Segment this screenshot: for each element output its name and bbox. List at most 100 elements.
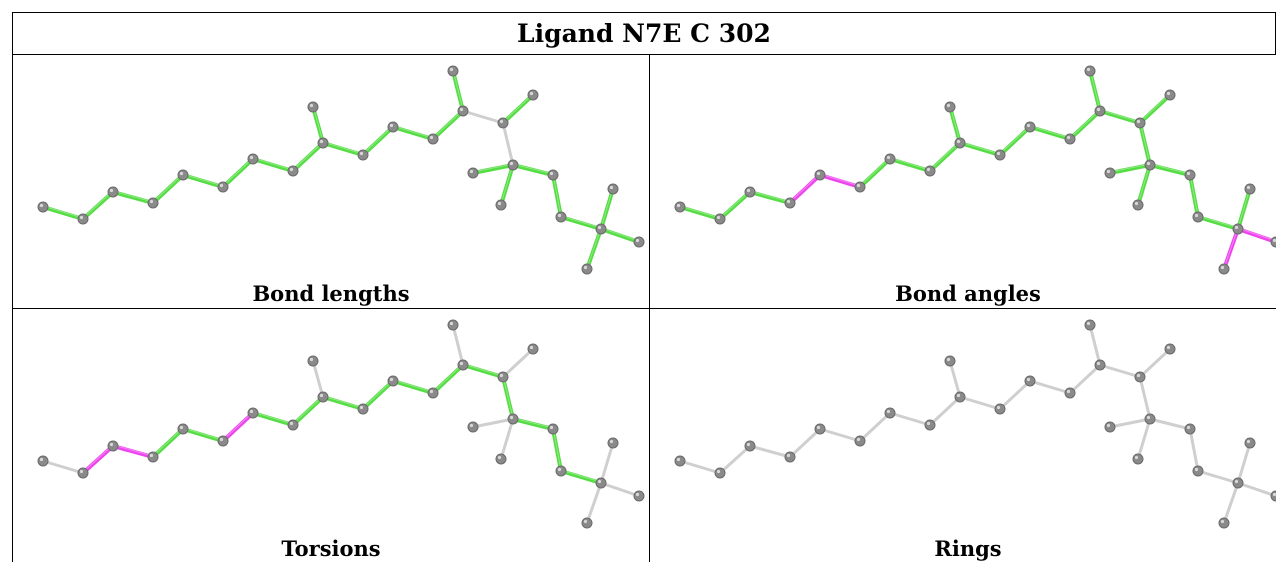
- atom-16: [555, 211, 567, 223]
- atom-22: [1132, 453, 1144, 465]
- bond-1: [718, 444, 752, 475]
- bond-20: [1108, 163, 1152, 175]
- bond-highlight-13: [1139, 121, 1151, 165]
- atom-shine-13: [1136, 119, 1141, 124]
- column-divider: [649, 54, 650, 562]
- bond-highlight-7: [292, 395, 324, 425]
- atom-shine-20: [529, 345, 534, 350]
- atom-10: [1024, 121, 1036, 133]
- bond-14: [511, 417, 555, 431]
- atom-7: [287, 165, 299, 177]
- bond-23: [599, 481, 641, 498]
- caption-bond-angles: Bond angles: [895, 281, 1041, 306]
- atom-6: [247, 407, 259, 419]
- bond-23: [1236, 481, 1276, 498]
- atom-25: [1244, 183, 1256, 195]
- atom-shine-5: [856, 437, 861, 442]
- bond-highlight-19: [502, 93, 534, 123]
- atom-11: [1064, 133, 1076, 145]
- atom-7: [924, 165, 936, 177]
- atom-9: [994, 403, 1006, 415]
- bond-22: [1222, 481, 1240, 525]
- bond-highlight-10: [392, 379, 434, 393]
- title-bottom-border: [12, 54, 1276, 55]
- atom-shine-12: [459, 361, 464, 366]
- bond-14: [1148, 417, 1192, 431]
- bond-16: [1196, 215, 1240, 231]
- atom-19: [944, 101, 956, 113]
- bond-2: [111, 190, 155, 205]
- atom-4: [177, 169, 189, 181]
- atom-shine-20: [1166, 345, 1171, 350]
- molecule-diagram-rings: [674, 319, 1276, 529]
- bond-21: [499, 417, 515, 461]
- bond-6: [888, 157, 932, 173]
- bond-highlight-5: [222, 411, 254, 441]
- atom-shine-17: [597, 479, 602, 484]
- atom-17: [1232, 223, 1244, 235]
- atom-shine-8: [956, 139, 961, 144]
- bond-6: [251, 411, 295, 427]
- atom-shine-1: [716, 469, 721, 474]
- bond-14: [511, 163, 555, 177]
- atom-shine-2: [746, 188, 751, 193]
- bond-highlight-2: [112, 190, 154, 203]
- bond-17: [1088, 323, 1102, 367]
- bond-highlight-1: [719, 190, 751, 219]
- atom-23: [581, 263, 593, 275]
- atom-20: [527, 343, 539, 355]
- atom-shine-4: [816, 171, 821, 176]
- bond-24: [1236, 187, 1252, 231]
- atom-shine-9: [996, 405, 1001, 410]
- atom-17: [595, 477, 607, 489]
- atom-shine-15: [1186, 171, 1191, 176]
- bond-highlight-2: [749, 190, 791, 203]
- atom-10: [387, 121, 399, 133]
- atom-13: [1134, 117, 1146, 129]
- bond-11: [1068, 109, 1102, 141]
- atom-shine-16: [557, 467, 562, 472]
- caption-bond-lengths: Bond lengths: [252, 281, 410, 306]
- bond-5: [858, 411, 892, 443]
- atom-13: [497, 371, 509, 383]
- bond-highlight-1: [82, 444, 114, 473]
- bond-17: [1088, 69, 1102, 113]
- bond-highlight-4: [182, 173, 224, 187]
- atom-shine-9: [359, 405, 364, 410]
- atom-shine-15: [1186, 425, 1191, 430]
- atom-shine-23: [583, 519, 588, 524]
- bond-21: [1136, 163, 1152, 207]
- atom-shine-25: [609, 439, 614, 444]
- atom-shine-8: [319, 393, 324, 398]
- atom-20: [1164, 343, 1176, 355]
- atom-24: [1270, 490, 1276, 502]
- bond-6: [888, 411, 932, 427]
- atom-shine-21: [1106, 423, 1111, 428]
- atom-shine-2: [109, 188, 114, 193]
- bond-highlight-24: [600, 187, 614, 229]
- atom-shine-10: [389, 377, 394, 382]
- atom-shine-24: [1272, 238, 1276, 243]
- atom-1: [77, 467, 89, 479]
- atom-shine-16: [1194, 467, 1199, 472]
- bond-10: [391, 125, 435, 141]
- bond-7: [928, 141, 962, 173]
- atom-3: [784, 451, 796, 463]
- bond-highlight-8: [322, 141, 364, 155]
- atom-11: [427, 133, 439, 145]
- atom-shine-3: [149, 453, 154, 458]
- bond-4: [181, 173, 225, 189]
- bond-22: [585, 227, 603, 271]
- bond-0: [678, 205, 722, 221]
- atom-shine-22: [1134, 201, 1139, 206]
- bond-5: [221, 411, 255, 443]
- atom-17: [595, 223, 607, 235]
- atom-23: [1218, 517, 1230, 529]
- atom-shine-4: [179, 425, 184, 430]
- atom-4: [814, 423, 826, 435]
- bond-24: [1236, 441, 1252, 485]
- atom-shine-22: [497, 455, 502, 460]
- atom-shine-25: [1246, 185, 1251, 190]
- atom-shine-0: [39, 203, 44, 208]
- atom-5: [217, 181, 229, 193]
